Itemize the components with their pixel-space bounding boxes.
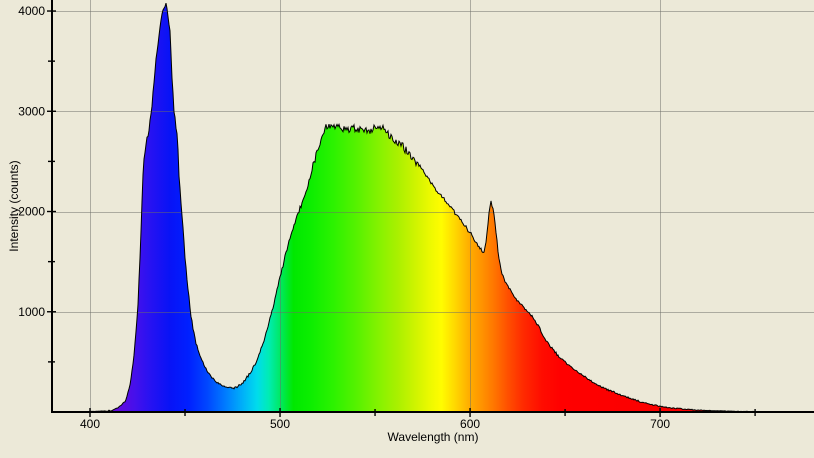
y-axis-title: Intensity (counts)	[7, 160, 21, 251]
x-tick-label: 400	[80, 417, 100, 431]
x-tick-label: 600	[460, 417, 480, 431]
spectrum-area	[52, 3, 814, 412]
y-tick-label: 3000	[18, 104, 45, 118]
axes	[51, 0, 814, 413]
x-tick-label: 500	[270, 417, 290, 431]
y-tick-label: 1000	[18, 305, 45, 319]
tick-labels: 400 500 600 700 1000 2000 3000 4000	[18, 4, 670, 431]
spectrum-outline	[51, 2, 814, 413]
x-axis-title: Wavelength (nm)	[388, 430, 479, 444]
y-tick-label: 2000	[18, 205, 45, 219]
gridlines	[53, 0, 814, 411]
y-tick-label: 4000	[18, 4, 45, 18]
x-tick-label: 700	[650, 417, 670, 431]
axis-ticks	[47, 10, 756, 417]
plot-area: 400 500 600 700 1000 2000 3000 4000	[18, 0, 814, 431]
